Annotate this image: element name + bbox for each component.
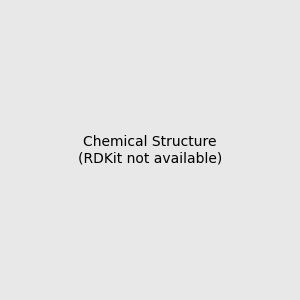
Text: Chemical Structure
(RDKit not available): Chemical Structure (RDKit not available) [78, 135, 222, 165]
